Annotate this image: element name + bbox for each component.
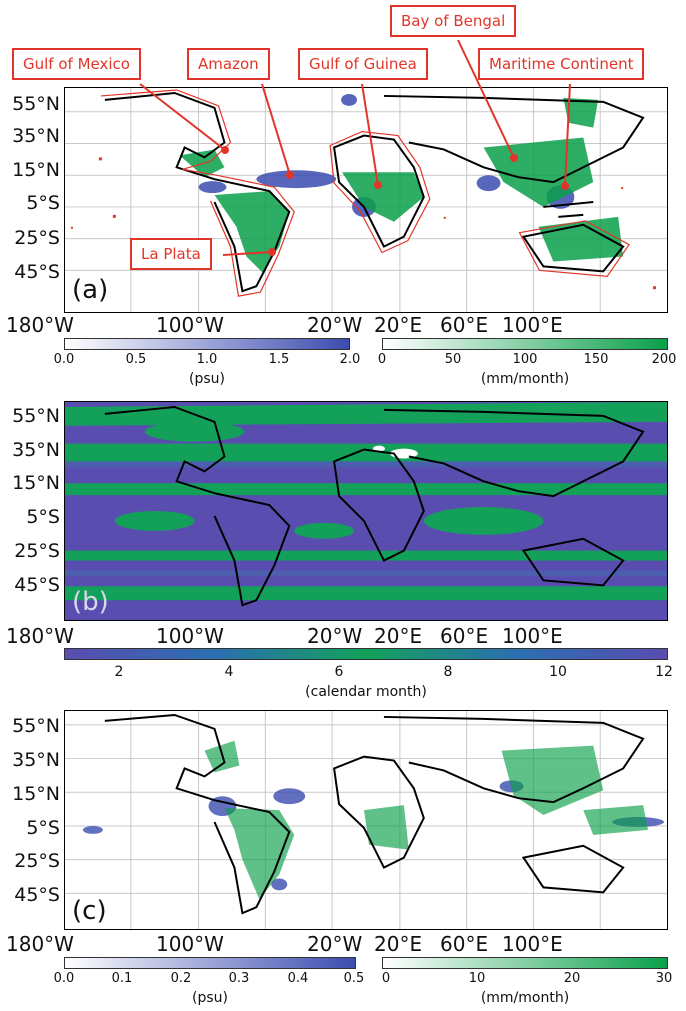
panel-a-cbar-right-tick: 200	[651, 352, 677, 367]
lat-label-15n: 15°N	[12, 159, 60, 181]
lat-label-5s: 5°S	[26, 817, 60, 839]
panel-c-map	[64, 710, 668, 930]
lat-label-35n: 35°N	[12, 749, 60, 771]
lat-label-45s: 45°S	[14, 574, 60, 596]
panel-a-cbar-left-tick: 2.0	[339, 352, 361, 367]
panel-c-cbar-left-tick: 0.1	[111, 971, 133, 986]
lon-label-100e: 100°E	[502, 624, 563, 648]
lon-label-100w: 100°W	[156, 624, 224, 648]
panel-a-map	[64, 87, 668, 313]
panel-a-cbar-right-unit: (mm/month)	[480, 371, 570, 387]
lon-label-20e: 20°E	[374, 932, 423, 956]
lon-label-100w: 100°W	[156, 932, 224, 956]
callout-la-plata: La Plata	[130, 238, 212, 270]
panel-b-cbar-tick: 12	[655, 664, 673, 680]
panel-a-precip-colorbar	[382, 338, 668, 350]
lon-label-20w: 20°W	[307, 624, 363, 648]
panel-a-cbar-right-tick: 100	[512, 352, 538, 367]
lon-label-100e: 100°E	[502, 932, 563, 956]
lat-label-25s: 25°S	[14, 227, 60, 249]
panel-b-cbar-tick: 2	[114, 664, 124, 680]
lat-label-55n: 55°N	[12, 405, 60, 427]
callout-gulf-of-guinea: Gulf of Guinea	[298, 48, 428, 80]
lat-label-5s: 5°S	[26, 192, 60, 214]
panel-c-cbar-left-unit: (psu)	[192, 990, 228, 1006]
panel-c-cbar-right-unit: (mm/month)	[480, 990, 570, 1006]
panel-c-cbar-left-tick: 0.4	[287, 971, 309, 986]
lon-label-60e: 60°E	[440, 932, 489, 956]
panel-c-map-graphic	[65, 711, 667, 929]
lat-label-55n: 55°N	[12, 715, 60, 737]
panel-c-label: (c)	[72, 896, 107, 926]
panel-b-map-graphic	[65, 402, 667, 620]
lat-label-25s: 25°S	[14, 850, 60, 872]
lon-label-180w: 180°W	[6, 624, 74, 648]
lon-label-60e: 60°E	[440, 313, 489, 337]
lat-label-15n: 15°N	[12, 783, 60, 805]
panel-b-cbar-tick: 4	[224, 664, 234, 680]
lon-label-20e: 20°E	[374, 313, 423, 337]
lat-label-35n: 35°N	[12, 439, 60, 461]
panel-b-label: (b)	[72, 587, 109, 617]
panel-a-salinity-colorbar	[64, 338, 350, 350]
panel-c-cbar-right-tick: 30	[655, 971, 673, 986]
panel-a-cbar-left-tick: 0.0	[53, 352, 75, 367]
panel-a-cbar-left-tick: 1.5	[268, 352, 290, 367]
lon-label-180w: 180°W	[6, 932, 74, 956]
lon-label-100e: 100°E	[502, 313, 563, 337]
lat-label-45s: 45°S	[14, 261, 60, 283]
lat-label-35n: 35°N	[12, 125, 60, 147]
panel-c-salinity-colorbar	[64, 957, 356, 969]
lat-label-25s: 25°S	[14, 540, 60, 562]
panel-a-cbar-right-tick: 0	[377, 352, 387, 367]
lon-label-20w: 20°W	[307, 313, 363, 337]
lon-label-180w: 180°W	[6, 313, 74, 337]
callout-arrows	[139, 39, 571, 256]
panel-a-cbar-right-tick: 50	[444, 352, 462, 367]
lat-label-55n: 55°N	[12, 93, 60, 115]
panel-a-cbar-left-tick: 1.0	[196, 352, 218, 367]
panel-b-map	[64, 401, 668, 621]
panel-b-cbar-tick: 6	[334, 664, 344, 680]
panel-a-map-graphic	[65, 88, 667, 312]
panel-c-cbar-right-tick: 20	[563, 971, 581, 986]
panel-c-cbar-left-tick: 0.2	[170, 971, 192, 986]
callout-amazon: Amazon	[187, 48, 270, 80]
panel-c-cbar-right-tick: 10	[468, 971, 486, 986]
panel-a-cbar-right-tick: 150	[583, 352, 609, 367]
panel-b-month-colorbar	[64, 648, 668, 660]
lon-label-20w: 20°W	[307, 932, 363, 956]
panel-b-cbar-tick: 8	[443, 664, 453, 680]
lat-label-15n: 15°N	[12, 472, 60, 494]
panel-c-cbar-left-tick: 0.3	[228, 971, 250, 986]
panel-c-precip-colorbar	[382, 957, 668, 969]
panel-c-cbar-right-tick: 0	[381, 971, 391, 986]
callout-maritime-continent: Maritime Continent	[478, 48, 645, 80]
panel-b-cbar-unit: (calendar month)	[305, 684, 427, 700]
lat-label-5s: 5°S	[26, 506, 60, 528]
panel-a-cbar-left-unit: (psu)	[189, 371, 225, 387]
callout-bay-of-bengal: Bay of Bengal	[390, 5, 517, 37]
lat-label-45s: 45°S	[14, 884, 60, 906]
panel-c-cbar-left-tick: 0.0	[53, 971, 75, 986]
lon-label-60e: 60°E	[440, 624, 489, 648]
callout-gulf-of-mexico: Gulf of Mexico	[12, 48, 141, 80]
lon-label-100w: 100°W	[156, 313, 224, 337]
panel-a-cbar-left-tick: 0.5	[125, 352, 147, 367]
panel-c-cbar-left-tick: 0.5	[343, 971, 365, 986]
lon-label-20e: 20°E	[374, 624, 423, 648]
panel-b-cbar-tick: 10	[549, 664, 567, 680]
panel-a-label: (a)	[72, 275, 109, 305]
